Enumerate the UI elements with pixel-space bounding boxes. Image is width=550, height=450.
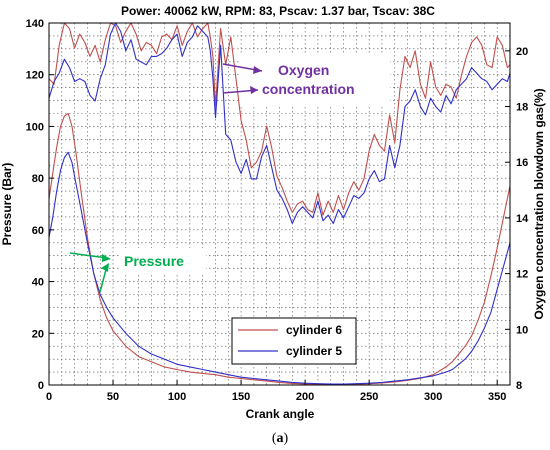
y-left-tick-label: 60 [32, 225, 44, 237]
x-tick-label: 200 [296, 391, 314, 403]
legend: cylinder 6 cylinder 5 [231, 317, 357, 365]
series-cylinder-5-pressure [48, 151, 511, 385]
y-right-tick-label: 16 [516, 157, 528, 169]
x-axis: 0 50 100 150 200 250 300 350 [46, 380, 506, 403]
y-axis-right-label: Oxygen concentration blowdown gas(%) [532, 88, 546, 319]
y-right-tick-label: 14 [516, 213, 529, 225]
y-left-tick-label: 140 [26, 18, 44, 30]
series-cylinder-6-oxygen [48, 22, 511, 216]
x-tick-label: 150 [232, 391, 250, 403]
y-left-tick-label: 80 [32, 173, 44, 185]
y-left-tick-label: 40 [32, 277, 44, 289]
y-axis-right: 8 10 12 14 16 18 20 [505, 46, 529, 392]
y-left-tick-label: 120 [26, 70, 44, 82]
y-left-tick-label: 100 [26, 121, 44, 133]
oxygen-annotation: Oxygen concentration [222, 55, 390, 105]
y-right-tick-label: 12 [516, 269, 528, 281]
oxygen-annotation-text: Oxygen concentration [262, 62, 355, 97]
series-cylinder-6-pressure [48, 112, 511, 386]
legend-label-cylinder-5: cylinder 5 [286, 344, 342, 358]
x-tick-label: 100 [168, 391, 186, 403]
plot-frame [48, 22, 511, 386]
pressure-arrow-upper [69, 252, 108, 259]
y-right-tick-label: 8 [516, 380, 522, 392]
figure-caption: (a) [272, 431, 289, 446]
y-right-tick-label: 20 [516, 46, 528, 58]
x-tick-label: 300 [424, 391, 442, 403]
chart-title: Power: 40062 kW, RPM: 83, Pscav: 1.37 ba… [121, 4, 435, 18]
legend-label-cylinder-6: cylinder 6 [286, 323, 342, 337]
y-right-tick-label: 18 [516, 102, 528, 114]
series-layer [48, 22, 511, 386]
x-tick-label: 350 [488, 391, 506, 403]
x-tick-label: 0 [46, 391, 52, 403]
series-cylinder-5-oxygen [48, 22, 511, 225]
y-left-tick-label: 0 [38, 380, 44, 392]
y-axis-left-label: Pressure (Bar) [0, 163, 14, 246]
x-axis-label: Crank angle [246, 407, 315, 421]
y-right-tick-label: 10 [516, 324, 528, 336]
pressure-annotation-text: Pressure [124, 253, 184, 269]
x-tick-label: 50 [107, 391, 119, 403]
y-left-tick-label: 20 [32, 328, 44, 340]
y-axis-left: 0 20 40 60 80 100 120 140 [26, 18, 54, 392]
pressure-annotation: Pressure [69, 248, 206, 293]
x-tick-label: 250 [360, 391, 378, 403]
